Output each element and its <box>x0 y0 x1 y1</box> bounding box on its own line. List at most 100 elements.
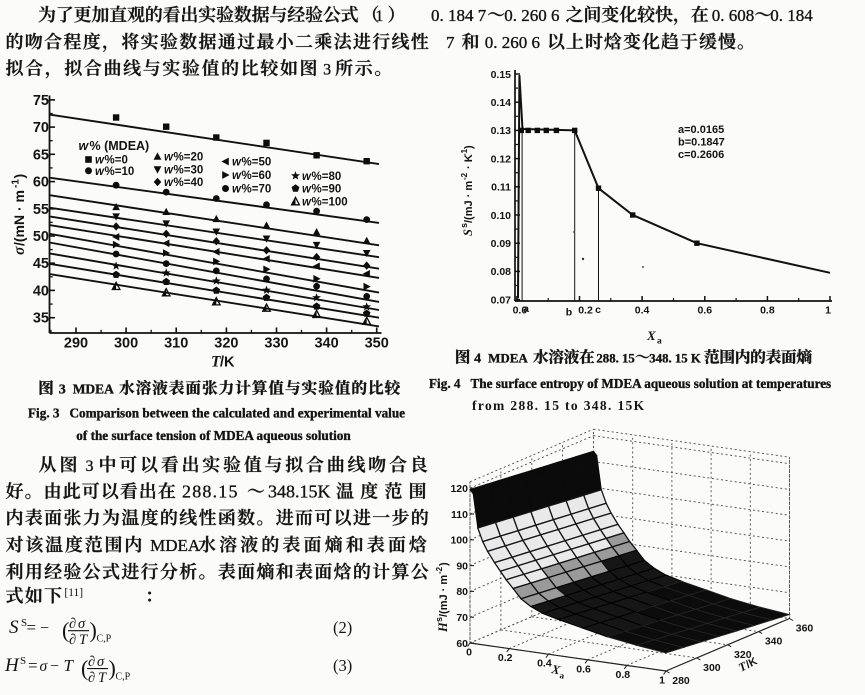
svg-text:a: a <box>523 303 529 315</box>
svg-text:w: w <box>95 166 105 178</box>
svg-text:∂: ∂ <box>69 632 76 648</box>
svg-text:0. 184 7: 0. 184 7 <box>431 6 487 25</box>
svg-text:%=100: %=100 <box>312 197 348 209</box>
svg-text:): ) <box>90 618 97 643</box>
svg-text:H: H <box>436 621 450 633</box>
svg-text:%=30: %=30 <box>174 165 204 177</box>
svg-text:0.6: 0.6 <box>576 663 591 675</box>
svg-text:0.15: 0.15 <box>491 69 512 81</box>
svg-text:0. 260 6: 0. 260 6 <box>485 33 540 52</box>
svg-text:/(mN · m: /(mN · m <box>11 190 27 246</box>
svg-text:320: 320 <box>734 649 752 661</box>
svg-text:70: 70 <box>33 120 49 136</box>
svg-text:0.8: 0.8 <box>615 669 630 681</box>
svg-text:∂: ∂ <box>88 654 95 670</box>
svg-text:348. 15 K: 348. 15 K <box>649 352 701 366</box>
svg-text:1: 1 <box>375 8 383 25</box>
svg-text:348.15K: 348.15K <box>268 482 331 502</box>
svg-text:-2: -2 <box>435 566 444 574</box>
svg-text:0.0: 0.0 <box>513 305 528 317</box>
svg-text:330: 330 <box>264 336 288 352</box>
svg-text:300: 300 <box>703 662 721 674</box>
svg-text:-1: -1 <box>460 148 469 156</box>
svg-text:1: 1 <box>659 675 665 687</box>
svg-text:): ) <box>109 656 116 681</box>
svg-text:σ: σ <box>78 616 86 632</box>
svg-text:%=0: %=0 <box>105 155 128 167</box>
svg-text:/(mJ · m: /(mJ · m <box>463 181 475 223</box>
svg-text:=: = <box>28 656 38 675</box>
svg-text:%=10: %=10 <box>105 166 135 178</box>
svg-text:0. 184: 0. 184 <box>770 6 813 25</box>
svg-text:): ) <box>463 145 475 149</box>
svg-text:%=60: %=60 <box>242 170 272 182</box>
svg-text:-2: -2 <box>460 172 469 180</box>
svg-text:% (MDEA): % (MDEA) <box>90 139 150 153</box>
svg-text:T: T <box>79 632 88 648</box>
svg-text:35: 35 <box>33 311 49 327</box>
svg-text:90: 90 <box>456 560 468 572</box>
svg-text:%=90: %=90 <box>312 183 342 195</box>
svg-text:-1: -1 <box>11 179 22 188</box>
svg-text:288.15: 288.15 <box>182 482 239 502</box>
svg-text:a: a <box>657 337 662 347</box>
svg-text:−: − <box>50 658 59 675</box>
svg-text:Comparison between the calcula: Comparison between the calculated and ex… <box>70 406 406 421</box>
svg-text:300: 300 <box>114 336 138 352</box>
svg-text:0. 260 6: 0. 260 6 <box>504 6 559 25</box>
svg-text:60: 60 <box>33 175 49 191</box>
svg-text:%=70: %=70 <box>242 184 272 196</box>
svg-text:X: X <box>646 328 656 343</box>
svg-text:(: ( <box>81 656 88 681</box>
svg-text:0.2: 0.2 <box>578 305 593 317</box>
svg-text:a: a <box>559 670 566 681</box>
svg-text:S: S <box>461 229 475 236</box>
svg-text:288. 15: 288. 15 <box>596 352 634 366</box>
svg-text:/K: /K <box>220 355 235 371</box>
svg-text:w: w <box>232 184 242 196</box>
svg-text:b: b <box>566 307 572 319</box>
svg-text:c: c <box>595 304 601 316</box>
svg-text:C,P: C,P <box>116 672 131 683</box>
svg-text:0.14: 0.14 <box>491 97 512 109</box>
svg-text:T: T <box>98 670 107 686</box>
svg-text:0.13: 0.13 <box>491 125 512 137</box>
svg-text:3: 3 <box>323 62 331 79</box>
svg-text:55: 55 <box>33 202 49 218</box>
svg-text:w: w <box>302 171 312 183</box>
svg-text:40: 40 <box>33 283 49 299</box>
svg-text:[11]: [11] <box>64 587 83 599</box>
svg-text:0.10: 0.10 <box>491 210 512 222</box>
svg-text:X: X <box>549 662 561 678</box>
svg-text:The surface entropy of MDEA aq: The surface entropy of MDEA aqueous solu… <box>471 376 832 391</box>
svg-text:b=0.1847: b=0.1847 <box>678 137 725 149</box>
svg-text:∂: ∂ <box>88 670 95 686</box>
svg-text:350: 350 <box>365 336 389 352</box>
svg-text:· K: · K <box>463 154 475 172</box>
svg-text:w: w <box>232 170 242 182</box>
svg-text:H: H <box>4 655 20 676</box>
svg-text:50: 50 <box>33 229 49 245</box>
svg-text:%=40: %=40 <box>174 177 204 189</box>
svg-text:0.4: 0.4 <box>537 658 552 670</box>
svg-text:/(mJ · m: /(mJ · m <box>438 575 450 617</box>
svg-text:310: 310 <box>164 336 188 352</box>
svg-text:0.07: 0.07 <box>491 294 512 306</box>
svg-text:a=0.0165: a=0.0165 <box>678 124 724 136</box>
svg-text:T: T <box>64 656 75 675</box>
svg-text:s: s <box>434 617 444 622</box>
svg-text:0.09: 0.09 <box>491 238 512 250</box>
svg-text:0: 0 <box>466 647 472 659</box>
svg-text:Fig. 3: Fig. 3 <box>28 406 60 421</box>
svg-text:320: 320 <box>214 336 238 352</box>
svg-text:360: 360 <box>796 623 814 635</box>
svg-text:0.2: 0.2 <box>498 652 513 664</box>
svg-text:0.12: 0.12 <box>491 153 512 165</box>
svg-text:): ) <box>438 562 450 566</box>
svg-text:100: 100 <box>450 535 468 547</box>
svg-text:w: w <box>302 183 312 195</box>
svg-text:0.4: 0.4 <box>635 305 650 317</box>
svg-text:MDEA: MDEA <box>73 382 114 397</box>
svg-text:3: 3 <box>59 383 66 398</box>
svg-text:w: w <box>164 152 174 164</box>
